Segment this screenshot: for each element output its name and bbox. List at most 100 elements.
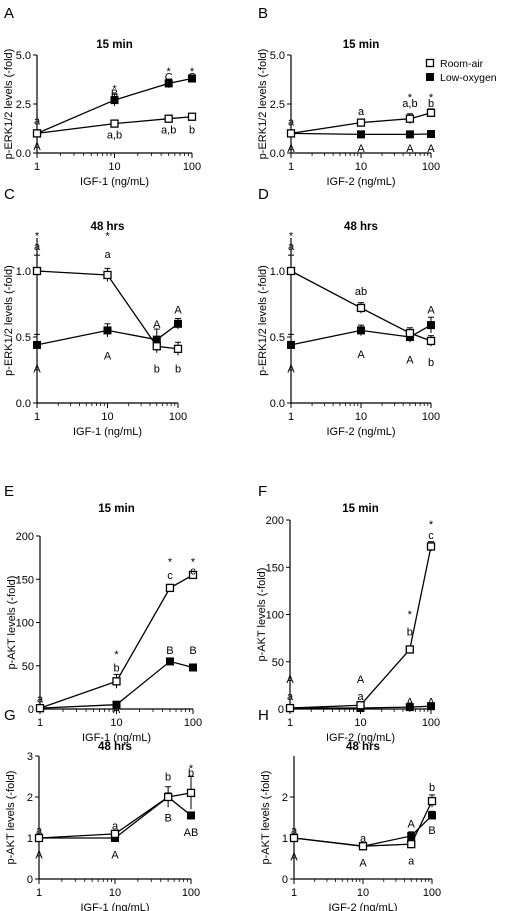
data-point-room-air: [356, 701, 365, 710]
x-tick-label: 100: [422, 717, 440, 729]
series-line-room-air: [36, 270, 179, 350]
x-tick-label: 100: [182, 887, 200, 899]
significance-star: *: [408, 92, 413, 104]
data-point-room-air: [358, 842, 368, 851]
panel-title: 15 min: [343, 39, 379, 51]
series-line-low-oxygen: [290, 705, 432, 709]
group-letter: A: [357, 143, 365, 155]
data-point-room-air: [289, 833, 299, 843]
group-letter: b: [165, 772, 171, 784]
data-point-low-oxygen: [103, 326, 112, 335]
x-axis-label: IGF-2 (ng/mL): [326, 176, 395, 188]
data-point-room-air: [164, 114, 173, 123]
group-letter: A: [104, 350, 112, 362]
group-letter: a: [112, 821, 119, 833]
x-tick-label: 10: [357, 887, 369, 899]
group-letter: A: [406, 143, 414, 155]
data-point-room-air: [407, 840, 416, 849]
x-tick-label: 10: [109, 887, 121, 899]
data-point-low-oxygen: [187, 811, 195, 820]
x-tick-label: 100: [169, 411, 187, 423]
group-letter: A: [357, 674, 365, 686]
data-point-room-air: [356, 118, 366, 127]
data-point-room-air: [110, 119, 119, 128]
group-letter: a: [34, 116, 41, 128]
data-point-low-oxygen: [407, 831, 416, 840]
data-point-room-air: [186, 788, 196, 798]
group-letter: a: [357, 691, 364, 703]
significance-star: *: [191, 557, 196, 569]
x-tick-label: 10: [355, 161, 367, 173]
y-tick-label: 50: [272, 657, 284, 669]
y-axis-label: p-AKT levels (-fold): [5, 771, 17, 865]
y-tick-label: 0.0: [16, 398, 31, 410]
data-point-room-air: [163, 792, 173, 802]
group-letter: B: [189, 645, 196, 657]
significance-star: *: [189, 763, 194, 775]
y-tick-label: 200: [266, 515, 284, 527]
significance-star: *: [167, 66, 172, 78]
data-point-low-oxygen: [357, 130, 365, 139]
group-letter: a: [36, 825, 43, 837]
group-letter: A: [359, 858, 367, 870]
y-tick-label: 0: [28, 704, 34, 716]
x-tick-label: 10: [355, 411, 367, 423]
data-point-low-oxygen: [287, 340, 295, 349]
data-point-room-air: [427, 796, 437, 806]
x-axis-label: IGF-2 (ng/mL): [328, 902, 397, 911]
series-line-low-oxygen: [290, 132, 432, 136]
group-letter: C: [188, 72, 196, 84]
data-point-low-oxygen: [427, 129, 435, 138]
x-axis-label: IGF-2 (ng/mL): [326, 426, 395, 438]
panel-letter: E: [4, 483, 14, 500]
y-tick-label: 50: [22, 661, 34, 673]
data-point-low-oxygen: [165, 657, 174, 666]
data-point-room-air: [152, 342, 161, 351]
x-tick-label: 10: [108, 161, 120, 173]
data-point-low-oxygen: [188, 74, 196, 83]
legend-low-oxygen-marker: [426, 73, 434, 81]
data-point-low-oxygen: [112, 700, 121, 709]
group-letter: A: [406, 696, 414, 708]
group-letter: C: [165, 72, 173, 84]
significance-star: *: [429, 519, 434, 531]
panel-b: B 15 min 0.0 2.5 5.0 1 10 100 IGF-2 (ng/mL) p-ERK…: [257, 5, 440, 188]
x-axis-label: IGF-1 (ng/mL): [80, 902, 149, 911]
significance-star: *: [35, 230, 40, 242]
series-line-room-air: [38, 792, 192, 839]
x-tick-label: 1: [287, 717, 293, 729]
data-point-room-air: [103, 270, 112, 280]
series-line-low-oxygen: [36, 77, 193, 134]
group-letter: A: [290, 851, 298, 863]
group-letter: A: [408, 819, 416, 831]
group-letter: a: [358, 106, 365, 118]
x-axis-label: IGF-1 (ng/mL): [82, 732, 151, 744]
group-letter: A: [406, 354, 414, 366]
y-axis-label: p-AKT levels (-fold): [256, 568, 268, 662]
group-letter: a: [37, 694, 44, 706]
panel-title: 48 hrs: [344, 221, 378, 233]
group-letter: a: [408, 856, 415, 868]
group-letter: A: [287, 364, 295, 376]
group-letter: A: [357, 349, 365, 361]
data-point-room-air: [285, 703, 295, 713]
group-letter: A: [174, 304, 182, 316]
group-letter: a: [360, 833, 367, 845]
y-tick-label: 100: [266, 610, 284, 622]
panel-letter: F: [258, 483, 267, 500]
x-axis-label: IGF-2 (ng/mL): [326, 732, 395, 744]
panel-d: D 48 hrs 0.0 0.5 1.0 1 10 100 IGF-2 (ng/mL) p-ERK…: [257, 186, 440, 438]
group-letter: A: [427, 696, 435, 708]
y-tick-label: 2.5: [16, 99, 31, 111]
group-letter: A: [33, 141, 41, 153]
y-tick-label: 3: [27, 751, 33, 763]
y-tick-label: 1: [282, 833, 288, 845]
x-axis-label: IGF-1 (ng/mL): [80, 176, 149, 188]
legend: Room-air Low-oxygen: [425, 58, 497, 84]
data-point-room-air: [286, 266, 296, 276]
group-letter: AB: [184, 827, 199, 839]
y-tick-label: 0.5: [16, 332, 31, 344]
group-letter: b: [429, 782, 435, 794]
panel-letter: A: [4, 5, 14, 22]
group-letter: B: [428, 825, 435, 837]
